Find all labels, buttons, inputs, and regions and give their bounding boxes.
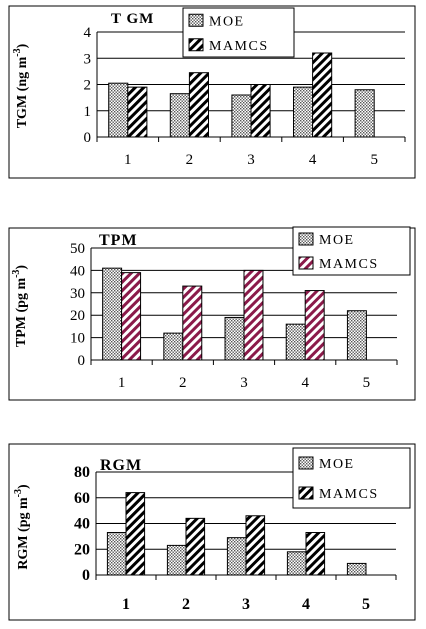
y-tick-label: 3 (84, 51, 92, 67)
legend-swatch-moe (298, 232, 314, 246)
legend-label-moe: MOE (319, 233, 355, 248)
bar-mamcs-4 (304, 290, 325, 361)
y-tick-label: 80 (74, 464, 90, 481)
chart-title: TPM (99, 232, 138, 249)
bar-moe-3 (231, 94, 252, 138)
bar-moe-1 (102, 267, 123, 361)
bar-moe-4 (293, 86, 314, 138)
y-axis-label: TGM (ng m-3) (12, 43, 30, 128)
x-tick-label: 4 (309, 152, 317, 168)
legend-label-mamcs: MAMCS (319, 257, 379, 272)
y-tick-label: 4 (84, 25, 92, 41)
y-tick-label: 0 (82, 567, 90, 584)
y-tick-label: 40 (74, 516, 90, 533)
bar-mamcs-1 (127, 86, 148, 138)
bar-mamcs-2 (188, 72, 209, 138)
x-tick-label: 1 (118, 375, 126, 391)
y-tick-label: 20 (74, 541, 90, 558)
bar-moe-5 (346, 562, 367, 576)
bar-moe-5 (354, 89, 375, 138)
bar-mamcs-3 (250, 84, 271, 138)
legend-label-moe: MOE (209, 14, 245, 29)
legend-swatch-mamcs (298, 486, 314, 500)
bar-moe-3 (226, 537, 247, 576)
x-tick-label: 5 (362, 596, 370, 613)
y-tick-label: 0 (84, 130, 92, 146)
bar-mamcs-3 (245, 515, 266, 576)
y-tick-label: 20 (70, 308, 85, 324)
legend-label-mamcs: MAMCS (209, 39, 269, 54)
bar-mamcs-1 (121, 272, 142, 361)
bar-mamcs-4 (312, 52, 333, 138)
legend-label-mamcs: MAMCS (319, 487, 379, 502)
chart-panel-tgm: 0 1 2 3 4 1 2 3 4 5 T GM TGM (ng m-3) MOE MAMCS (0, 0, 426, 180)
x-tick-label: 5 (370, 152, 378, 168)
legend-swatch-mamcs (188, 38, 204, 52)
x-tick-label: 5 (363, 375, 371, 391)
x-tick-label: 4 (301, 375, 309, 391)
bar-mamcs-4 (305, 532, 326, 576)
x-tick-label: 2 (179, 375, 187, 391)
bar-mamcs-2 (185, 517, 206, 576)
y-tick-label: 30 (70, 286, 85, 302)
x-tick-label: 2 (186, 152, 194, 168)
bar-moe-3 (224, 316, 245, 361)
x-tick-label: 4 (302, 596, 310, 613)
y-tick-label: 40 (70, 263, 85, 279)
bar-moe-1 (108, 82, 129, 138)
legend-swatch-moe (188, 13, 204, 27)
y-axis-label: TPM (pg m-3) (11, 265, 29, 348)
x-tick-label: 1 (124, 152, 132, 168)
chart-panel-rgm: 0 20 40 60 80 1 2 3 4 5 RGM RGM (pg m-3) MOE MAMCS (0, 442, 426, 624)
chart-title: RGM (100, 457, 142, 474)
y-tick-label: 2 (84, 78, 92, 94)
x-tick-label: 3 (242, 596, 250, 613)
y-tick-label: 10 (70, 331, 85, 347)
y-tick-label: 50 (70, 241, 85, 257)
x-tick-label: 1 (122, 596, 130, 613)
bar-moe-2 (163, 332, 184, 361)
tgm-chart: 0 1 2 3 4 1 2 3 4 5 T GM TGM (ng m-3) MOE MAMCS (8, 5, 416, 179)
legend-label-moe: MOE (319, 457, 355, 472)
tpm-chart: 0 10 20 30 40 50 1 2 3 4 5 TPM TPM (pg m-3) MOE MAMCS (8, 226, 416, 401)
y-axis-label: RGM (pg m-3) (13, 484, 31, 570)
y-tick-label: 60 (74, 490, 90, 507)
bar-mamcs-1 (125, 492, 146, 576)
chart-title: T GM (111, 11, 154, 27)
bar-moe-5 (346, 310, 367, 361)
bar-moe-2 (166, 544, 187, 576)
legend-swatch-mamcs (298, 256, 314, 270)
x-tick-label: 3 (247, 152, 255, 168)
y-tick-label: 0 (78, 353, 86, 369)
y-tick-label: 1 (84, 104, 92, 120)
bar-moe-4 (285, 323, 306, 361)
bar-mamcs-2 (182, 285, 203, 361)
x-tick-label: 2 (182, 596, 190, 613)
chart-panel-tpm: 0 10 20 30 40 50 1 2 3 4 5 TPM TPM (pg m-3) MOE MAMCS (0, 224, 426, 404)
rgm-chart: 0 20 40 60 80 1 2 3 4 5 RGM RGM (pg m-3) MOE MAMCS (8, 443, 416, 621)
bar-mamcs-3 (243, 269, 264, 361)
bar-moe-1 (106, 532, 127, 576)
bar-moe-2 (169, 93, 190, 138)
legend-swatch-moe (298, 456, 314, 470)
x-tick-label: 3 (240, 375, 248, 391)
bar-moe-4 (286, 551, 307, 576)
